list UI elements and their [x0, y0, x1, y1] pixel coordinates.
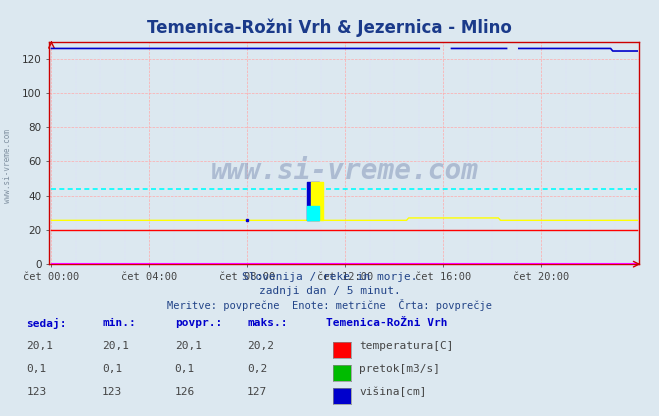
Text: Meritve: povprečne  Enote: metrične  Črta: povprečje: Meritve: povprečne Enote: metrične Črta:… [167, 299, 492, 311]
Text: Slovenija / reke in morje.: Slovenija / reke in morje. [242, 272, 417, 282]
Text: 123: 123 [26, 387, 47, 397]
Text: 20,1: 20,1 [26, 341, 53, 351]
Text: 20,2: 20,2 [247, 341, 274, 351]
Text: 127: 127 [247, 387, 268, 397]
Text: povpr.:: povpr.: [175, 318, 222, 328]
Text: min.:: min.: [102, 318, 136, 328]
Text: višina[cm]: višina[cm] [359, 387, 426, 397]
Text: 20,1: 20,1 [175, 341, 202, 351]
Text: 20,1: 20,1 [102, 341, 129, 351]
Text: maks.:: maks.: [247, 318, 287, 328]
Text: 0,1: 0,1 [175, 364, 195, 374]
Text: 0,1: 0,1 [26, 364, 47, 374]
Text: sedaj:: sedaj: [26, 318, 67, 329]
Text: Temenica-Rožni Vrh & Jezernica - Mlino: Temenica-Rožni Vrh & Jezernica - Mlino [147, 19, 512, 37]
Text: www.si-vreme.com: www.si-vreme.com [210, 157, 478, 185]
Text: 123: 123 [102, 387, 123, 397]
Text: 0,2: 0,2 [247, 364, 268, 374]
Text: temperatura[C]: temperatura[C] [359, 341, 453, 351]
Text: 0,1: 0,1 [102, 364, 123, 374]
Text: Temenica-RoŽni Vrh: Temenica-RoŽni Vrh [326, 318, 447, 328]
Text: zadnji dan / 5 minut.: zadnji dan / 5 minut. [258, 286, 401, 296]
Text: www.si-vreme.com: www.si-vreme.com [3, 129, 13, 203]
Text: 126: 126 [175, 387, 195, 397]
Text: pretok[m3/s]: pretok[m3/s] [359, 364, 440, 374]
